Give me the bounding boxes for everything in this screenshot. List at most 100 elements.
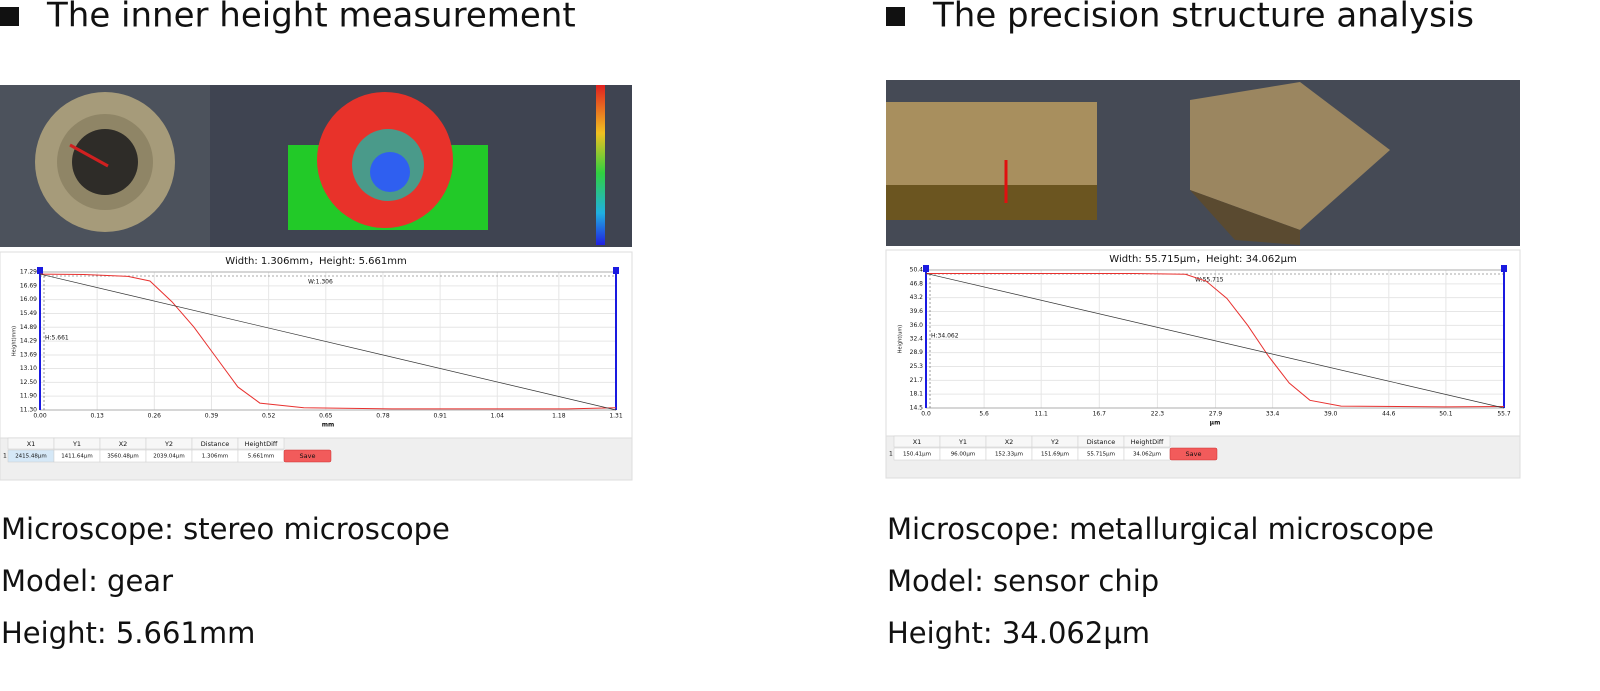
y-tick-label: 16.69 <box>20 282 37 289</box>
y-tick-label: 11.90 <box>20 393 37 400</box>
cell-text: 151.69µm <box>1041 452 1069 458</box>
x-axis-label: mm <box>322 422 335 429</box>
y-tick-label: 21.7 <box>910 377 924 384</box>
cell-text: 2039.04µm <box>153 454 185 460</box>
caption: Model: gear <box>1 564 173 598</box>
x-tick-label: 0.91 <box>433 413 447 420</box>
x-tick-label: 0.65 <box>319 413 333 420</box>
x-tick-label: 0.39 <box>205 413 219 420</box>
profile-line <box>39 273 617 411</box>
x-axis-label: μm <box>1210 420 1221 427</box>
header-cell <box>1123 435 1171 448</box>
y-tick-label: 16.09 <box>20 296 37 303</box>
chart-panel <box>885 249 1521 437</box>
x-tick-label: 0.52 <box>262 413 276 420</box>
header-text: HeightDiff <box>245 440 278 448</box>
profile-line <box>39 273 617 410</box>
x-tick-label: 44.6 <box>1382 411 1396 418</box>
cell-text: 150.41µm <box>903 452 931 458</box>
y-tick-label: 46.8 <box>910 280 924 287</box>
heading-bullet <box>886 7 905 26</box>
header-text: X2 <box>119 440 128 448</box>
cell-text: 1.306mm <box>202 454 228 460</box>
cell-text: 3560.48µm <box>107 454 139 460</box>
cell-text: 5.661mm <box>248 454 274 460</box>
cursor-handle <box>37 267 43 274</box>
heading-bullet <box>0 7 19 26</box>
x-tick-label: 1.18 <box>552 413 566 420</box>
profile-line <box>926 272 1505 408</box>
cell-text: 1411.64µm <box>61 454 93 460</box>
x-tick-label: 22.3 <box>1151 411 1165 418</box>
width-annotation: W:55.715 <box>1195 277 1224 284</box>
heading: The precision structure analysis <box>932 0 1474 36</box>
x-tick-label: 0.13 <box>90 413 104 420</box>
y-tick-label: 11.30 <box>20 407 37 414</box>
y-axis-label: Height(mm) <box>12 326 18 356</box>
y-tick-label: 15.49 <box>20 310 37 317</box>
gear-images <box>0 85 632 247</box>
x-tick-label: 33.4 <box>1266 411 1280 418</box>
save-button-label[interactable]: Save <box>1186 450 1202 458</box>
x-tick-label: 55.7 <box>1497 411 1511 418</box>
caption: Height: 34.062μm <box>887 616 1150 650</box>
save-button[interactable] <box>283 449 332 463</box>
height-annotation: H:34.062 <box>931 333 959 340</box>
row-index: 1 <box>889 451 893 458</box>
header-text: X1 <box>913 438 922 446</box>
caption: Microscope: metallurgical microscope <box>887 512 1434 546</box>
width-annotation: W:1.306 <box>308 279 333 286</box>
caption: Height: 5.661mm <box>1 616 255 650</box>
header-cell <box>237 437 285 450</box>
x-tick-label: 0.0 <box>921 411 931 418</box>
x-tick-label: 11.1 <box>1035 411 1049 418</box>
caption: Model: sensor chip <box>887 564 1159 598</box>
x-tick-label: 0.00 <box>33 413 47 420</box>
x-tick-label: 1.04 <box>491 413 505 420</box>
y-tick-label: 14.89 <box>20 324 37 331</box>
y-tick-label: 12.50 <box>20 379 37 386</box>
caption: Microscope: stereo microscope <box>1 512 450 546</box>
row-index: 1 <box>3 453 7 460</box>
x-tick-label: 5.6 <box>979 411 989 418</box>
header-text: HeightDiff <box>1131 438 1164 446</box>
save-button[interactable] <box>1169 447 1218 461</box>
cell-text: 96.00µm <box>951 452 976 458</box>
x-tick-label: 39.0 <box>1324 411 1338 418</box>
chart-title: Width: 55.715μm，Height: 34.062μm <box>1109 254 1296 265</box>
x-tick-label: 1.31 <box>609 413 623 420</box>
y-tick-label: 36.0 <box>910 322 924 329</box>
y-tick-label: 14.5 <box>910 405 924 412</box>
y-tick-label: 25.3 <box>910 363 924 370</box>
chart-title: Width: 1.306mm，Height: 5.661mm <box>225 256 406 267</box>
header-text: Distance <box>1087 438 1115 446</box>
heading: The inner height measurement <box>46 0 576 36</box>
x-tick-label: 50.1 <box>1439 411 1453 418</box>
header-text: X2 <box>1005 438 1014 446</box>
y-tick-label: 18.1 <box>910 391 924 398</box>
y-tick-label: 39.6 <box>910 308 924 315</box>
chip-images <box>886 80 1520 246</box>
cursor-handle <box>923 265 929 272</box>
save-button-label[interactable]: Save <box>300 452 316 460</box>
chart-panel <box>0 251 633 439</box>
header-text: Y2 <box>1050 438 1059 446</box>
x-tick-label: 0.78 <box>376 413 390 420</box>
y-tick-label: 14.29 <box>20 338 37 345</box>
cursor-handle <box>613 267 619 274</box>
profile-line <box>925 273 1505 409</box>
y-tick-label: 28.9 <box>910 349 924 356</box>
cell-text: 34.062µm <box>1133 452 1161 458</box>
y-tick-label: 13.69 <box>20 351 37 358</box>
y-tick-label: 17.29 <box>20 269 37 276</box>
y-axis-label: Height(um) <box>898 325 904 354</box>
y-tick-label: 50.4 <box>910 267 924 274</box>
cursor-handle <box>1501 265 1507 272</box>
height-annotation: H:5.661 <box>45 335 69 342</box>
header-text: Y1 <box>958 438 967 446</box>
header-text: Distance <box>201 440 229 448</box>
cell-text: 2415.48µm <box>15 454 47 460</box>
y-tick-label: 43.2 <box>910 294 924 301</box>
